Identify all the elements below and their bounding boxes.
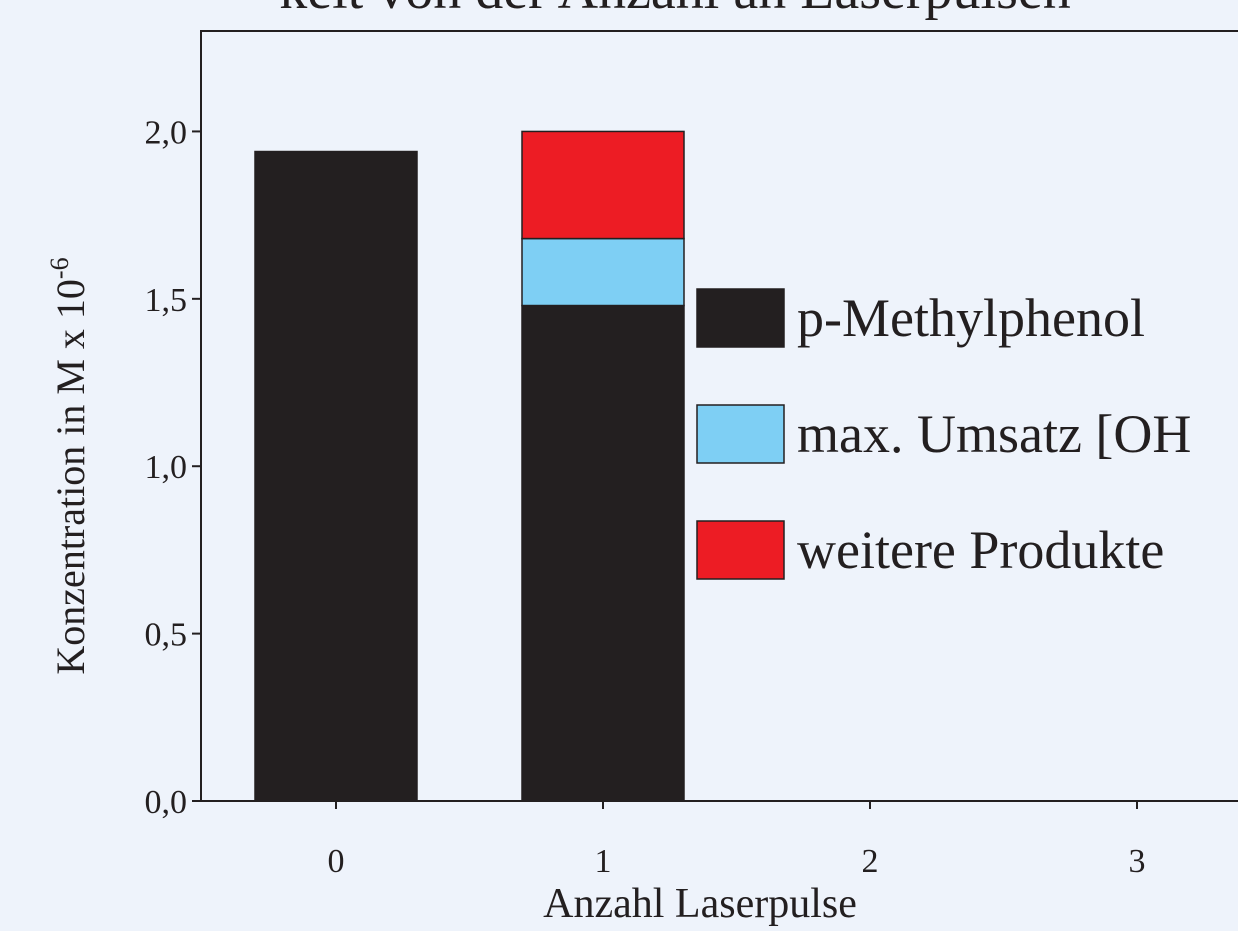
legend-label: max. Umsatz [OH	[797, 404, 1191, 464]
legend-swatch	[696, 404, 785, 464]
y-tick-label: 0,5	[145, 617, 188, 654]
x-axis-label: Anzahl Laserpulse	[543, 881, 857, 927]
plot-frame	[200, 30, 1238, 802]
bar-segment	[521, 237, 685, 307]
y-tick-label: 0,0	[145, 784, 188, 821]
y-tick-label: 2,0	[145, 114, 188, 151]
legend-swatch	[696, 520, 785, 580]
bar-segment	[254, 150, 418, 802]
x-tick-label: 3	[1129, 843, 1146, 880]
bar-segment	[521, 130, 685, 240]
bar-segment	[521, 304, 685, 802]
y-tick-label: 1,5	[145, 282, 188, 319]
x-tick-label: 2	[862, 843, 879, 880]
legend-swatch	[696, 288, 785, 348]
y-tick-label: 1,0	[145, 449, 188, 486]
chart-title: keit von der Anzahl an Laserpulsen	[279, 0, 1071, 21]
x-tick-label: 0	[328, 843, 345, 880]
legend-label: p-Methylphenol	[797, 288, 1145, 348]
x-tick-label: 1	[595, 843, 612, 880]
legend-label: weitere Produkte	[797, 520, 1164, 580]
y-axis-label: Konzentration in M x 10-6	[45, 257, 93, 674]
